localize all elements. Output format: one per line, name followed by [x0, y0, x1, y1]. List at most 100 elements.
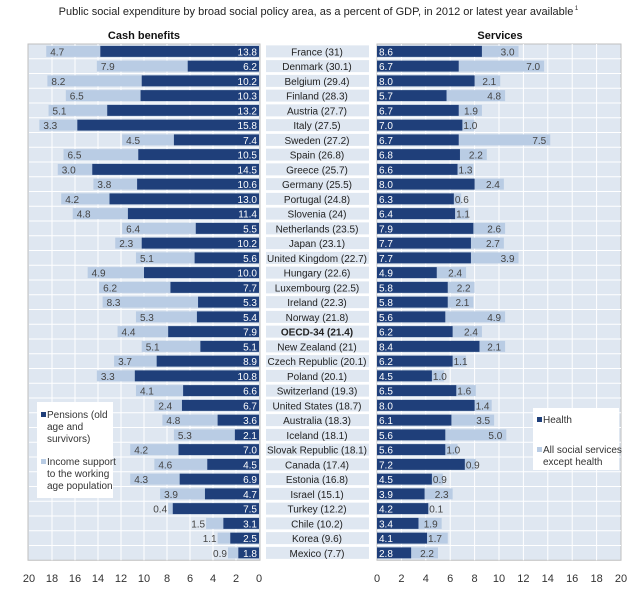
bar-pensions — [181, 399, 259, 411]
data-label-income-support: 5.3 — [140, 313, 154, 324]
category-label-box — [266, 340, 369, 353]
data-label-social-services: 2.1 — [482, 77, 496, 88]
bar-health — [377, 326, 453, 338]
data-label-health: 4.1 — [379, 534, 393, 545]
data-label-pensions: 7.5 — [243, 505, 257, 516]
data-label-health: 4.5 — [379, 372, 393, 383]
data-label-pensions: 5.1 — [243, 342, 257, 353]
category-label: Canada (17.4) — [285, 460, 349, 471]
bar-income-support — [206, 517, 224, 529]
data-label-income-support: 4.1 — [140, 387, 154, 398]
data-label-health: 8.0 — [379, 77, 393, 88]
data-label-pensions: 13.0 — [238, 195, 258, 206]
bar-pensions — [138, 149, 259, 161]
bar-pensions — [144, 267, 259, 279]
category-label-box — [266, 414, 369, 427]
bar-income-support — [87, 267, 144, 279]
data-label-health: 7.9 — [379, 224, 393, 235]
data-label-pensions: 3.6 — [243, 416, 257, 427]
category-label-box — [266, 399, 369, 412]
bar-income-support — [227, 547, 239, 559]
data-label-health: 6.8 — [379, 151, 393, 162]
category-label: Spain (26.8) — [290, 151, 344, 162]
category-label: United States (18.7) — [273, 401, 362, 412]
bar-health — [377, 252, 471, 264]
bar-income-support — [99, 281, 171, 293]
category-label-box — [266, 178, 369, 191]
category-label: France (31) — [291, 47, 343, 58]
bar-health — [377, 547, 412, 559]
data-label-pensions: 10.5 — [238, 151, 258, 162]
bar-pensions — [207, 458, 259, 470]
bar-income-support — [114, 355, 157, 367]
bar-income-support — [135, 252, 195, 264]
data-label-income-support: 8.2 — [51, 77, 65, 88]
x-tick-label: 20 — [615, 573, 627, 585]
bar-income-support — [63, 149, 139, 161]
data-label-pensions: 7.9 — [243, 328, 257, 339]
bar-pensions — [230, 532, 259, 544]
data-label-pensions: 10.2 — [238, 77, 258, 88]
data-label-social-services: 1.7 — [428, 534, 442, 545]
data-label-health: 5.6 — [379, 431, 393, 442]
bar-health — [377, 473, 432, 485]
data-label-social-services: 2.2 — [420, 549, 434, 560]
bar-income-support — [122, 222, 196, 234]
bar-social-services — [474, 178, 504, 190]
category-label: Norway (21.8) — [286, 313, 349, 324]
data-label-income-support: 3.3 — [101, 372, 115, 383]
category-label: United Kingdom (22.7) — [267, 254, 367, 265]
bar-pensions — [77, 119, 259, 131]
bar-social-services — [445, 429, 507, 441]
data-label-health: 5.8 — [379, 283, 393, 294]
category-label-box — [266, 266, 369, 279]
data-label-social-services: 1.9 — [424, 519, 438, 530]
bar-income-support — [39, 119, 78, 131]
data-label-health: 5.7 — [379, 92, 393, 103]
data-label-health: 6.5 — [379, 387, 393, 398]
data-label-pensions: 13.8 — [238, 47, 258, 58]
x-tick-label: 12 — [517, 573, 529, 585]
category-label-box — [266, 296, 369, 309]
bar-health — [377, 355, 453, 367]
bar-social-services — [474, 75, 501, 87]
x-tick-label: 4 — [210, 573, 216, 585]
data-label-social-services: 2.1 — [487, 342, 501, 353]
data-label-health: 5.8 — [379, 298, 393, 309]
bar-social-services — [452, 355, 467, 367]
bar-social-services — [455, 208, 469, 220]
bar-social-services — [458, 104, 482, 116]
category-label: Estonia (16.8) — [286, 475, 348, 486]
bar-income-support — [154, 458, 208, 470]
data-label-health: 6.1 — [379, 416, 393, 427]
data-label-health: 6.3 — [379, 195, 393, 206]
data-label-income-support: 3.7 — [118, 357, 132, 368]
bar-income-support — [141, 340, 201, 352]
bar-health — [377, 60, 459, 72]
data-label-income-support: 6.2 — [103, 283, 117, 294]
category-label: Italy (27.5) — [293, 121, 340, 132]
bar-social-services — [481, 45, 519, 57]
data-label-health: 6.7 — [379, 136, 393, 147]
data-label-income-support: 2.3 — [119, 239, 133, 250]
legend-swatch-social-services — [537, 447, 542, 452]
category-label-box — [266, 473, 369, 486]
bar-health — [377, 45, 482, 57]
data-label-health: 6.2 — [379, 328, 393, 339]
bar-pensions — [200, 340, 259, 352]
data-label-pensions: 6.2 — [243, 62, 257, 73]
data-label-health: 8.4 — [379, 342, 393, 353]
data-label-pensions: 4.5 — [243, 460, 257, 471]
data-label-income-support: 0.4 — [153, 505, 167, 516]
bar-health — [377, 385, 457, 397]
data-label-income-support: 4.4 — [122, 328, 136, 339]
category-label-box — [266, 487, 369, 500]
category-label: Australia (18.3) — [283, 416, 351, 427]
bar-social-services — [446, 90, 506, 102]
data-label-health: 4.2 — [379, 505, 393, 516]
bar-social-services — [452, 326, 482, 338]
bar-pensions — [134, 370, 259, 382]
data-label-social-services: 2.4 — [464, 328, 478, 339]
bar-social-services — [479, 340, 506, 352]
